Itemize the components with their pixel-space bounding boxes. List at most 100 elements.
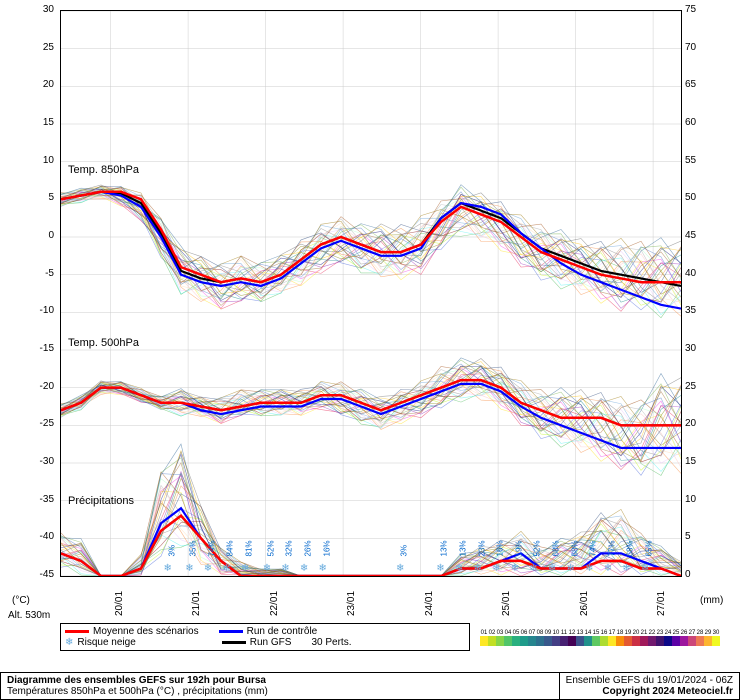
y-tick-right: 5 — [685, 531, 735, 542]
y-tick-right: 50 — [685, 192, 735, 203]
snowflake-icon: ❄ — [474, 563, 482, 574]
y-tick-right: 25 — [685, 381, 735, 392]
y-tick-left: -15 — [4, 343, 54, 354]
pert-color-strip: 0102030405060708091011121314151617181920… — [480, 630, 720, 646]
y-tick-left: -20 — [4, 381, 54, 392]
x-tick: 26/01 — [579, 591, 590, 616]
y-tick-left: -30 — [4, 456, 54, 467]
snow-pct: 68% — [626, 540, 635, 556]
snow-pct: 26% — [303, 540, 312, 556]
section-label: Temp. 850hPa — [68, 164, 139, 176]
snowflake-icon: ❄ — [641, 563, 649, 574]
units-left: (°C) — [12, 595, 30, 606]
legend-mean-label: Moyenne des scénarios — [93, 626, 199, 637]
snow-pct: 35% — [189, 540, 198, 556]
y-tick-right: 65 — [685, 79, 735, 90]
y-tick-right: 60 — [685, 117, 735, 128]
altitude-label: Alt. 530m — [8, 610, 50, 621]
snow-pct: 74% — [589, 540, 598, 556]
snow-pct: 3% — [400, 545, 409, 557]
snow-pct: 68% — [570, 540, 579, 556]
x-tick: 25/01 — [501, 591, 512, 616]
snow-pct: 16% — [322, 540, 331, 556]
legend-control-label: Run de contrôle — [247, 626, 318, 637]
snowflake-icon: ❄ — [241, 563, 249, 574]
y-tick-left: -5 — [4, 268, 54, 279]
y-tick-left: 20 — [4, 79, 54, 90]
y-tick-left: 30 — [4, 4, 54, 15]
snowflake-icon: ❄ — [300, 563, 308, 574]
snow-pct: 13% — [458, 540, 467, 556]
snowflake-icon: ❄ — [492, 563, 500, 574]
snowflake-icon: ❄ — [281, 563, 289, 574]
y-tick-left: -10 — [4, 305, 54, 316]
y-tick-right: 10 — [685, 494, 735, 505]
legend-control-line — [219, 630, 243, 633]
units-right: (mm) — [700, 595, 723, 606]
y-tick-right: 20 — [685, 418, 735, 429]
snowflake-icon: ❄ — [164, 563, 172, 574]
legend-gfs-label: Run GFS — [250, 637, 292, 648]
snowflake-icon: ❄ — [319, 563, 327, 574]
y-tick-right: 40 — [685, 268, 735, 279]
y-tick-right: 45 — [685, 230, 735, 241]
x-tick: 27/01 — [656, 591, 667, 616]
legend-mean-line — [65, 630, 89, 633]
snow-pct: 16% — [496, 540, 505, 556]
legend-perts-label: 30 Perts. — [311, 637, 351, 648]
snowflake-icon: ❄ — [585, 563, 593, 574]
legend-gfs-line — [222, 641, 246, 644]
y-tick-left: -25 — [4, 418, 54, 429]
y-tick-left: 0 — [4, 230, 54, 241]
snow-pct: 52% — [533, 540, 542, 556]
snow-pct: 23% — [477, 540, 486, 556]
section-label: Temp. 500hPa — [68, 337, 139, 349]
footer: Diagramme des ensembles GEFS sur 192h po… — [0, 672, 740, 700]
chart-svg — [61, 11, 681, 576]
snowflake-icon: ❄ — [263, 563, 271, 574]
snowflake-icon: ❄ — [185, 563, 193, 574]
snowflake-icon: ❄ — [548, 563, 556, 574]
snow-pct: 77% — [607, 540, 616, 556]
snowflake-icon: ❄ — [622, 563, 630, 574]
y-tick-left: -40 — [4, 531, 54, 542]
snow-pct: 3% — [167, 545, 176, 557]
snow-pct: 74% — [207, 540, 216, 556]
y-tick-left: 5 — [4, 192, 54, 203]
snowflake-icon: ❄ — [529, 563, 537, 574]
snow-pct: 13% — [440, 540, 449, 556]
snowflake-icon: ❄ — [396, 563, 404, 574]
y-tick-right: 0 — [685, 569, 735, 580]
snowflake-icon: ❄ — [604, 563, 612, 574]
snow-pct: 32% — [285, 540, 294, 556]
footer-subtitle: Températures 850hPa et 500hPa (°C) , pré… — [7, 686, 268, 697]
y-tick-right: 55 — [685, 155, 735, 166]
snow-pct: 52% — [266, 540, 275, 556]
x-tick: 22/01 — [269, 591, 280, 616]
y-tick-left: 10 — [4, 155, 54, 166]
y-tick-right: 70 — [685, 42, 735, 53]
y-tick-right: 15 — [685, 456, 735, 467]
x-tick: 23/01 — [346, 591, 357, 616]
snowflake-icon: ❄ — [567, 563, 575, 574]
snowflake-icon: ❄ — [436, 563, 444, 574]
snowflake-icon: ❄ — [65, 637, 73, 648]
snowflake-icon: ❄ — [204, 563, 212, 574]
legend-box: Moyenne des scénarios Run de contrôle ❄ R… — [60, 623, 470, 651]
snow-pct: 84% — [226, 540, 235, 556]
plot-area — [60, 10, 682, 577]
chart-container: (°C) (mm) Alt. 530m Moyenne des scénario… — [0, 0, 740, 700]
snowflake-icon: ❄ — [455, 563, 463, 574]
y-tick-right: 75 — [685, 4, 735, 15]
snowflake-icon: ❄ — [222, 563, 230, 574]
legend-snow-label: Risque neige — [77, 637, 135, 648]
x-tick: 20/01 — [114, 591, 125, 616]
snow-pct: 65% — [644, 540, 653, 556]
snowflake-icon: ❄ — [511, 563, 519, 574]
snow-pct: 19% — [514, 540, 523, 556]
snow-pct: 68% — [551, 540, 560, 556]
y-tick-left: -35 — [4, 494, 54, 505]
footer-title: Diagramme des ensembles GEFS sur 192h po… — [7, 675, 266, 686]
x-tick: 21/01 — [191, 591, 202, 616]
y-tick-left: 25 — [4, 42, 54, 53]
